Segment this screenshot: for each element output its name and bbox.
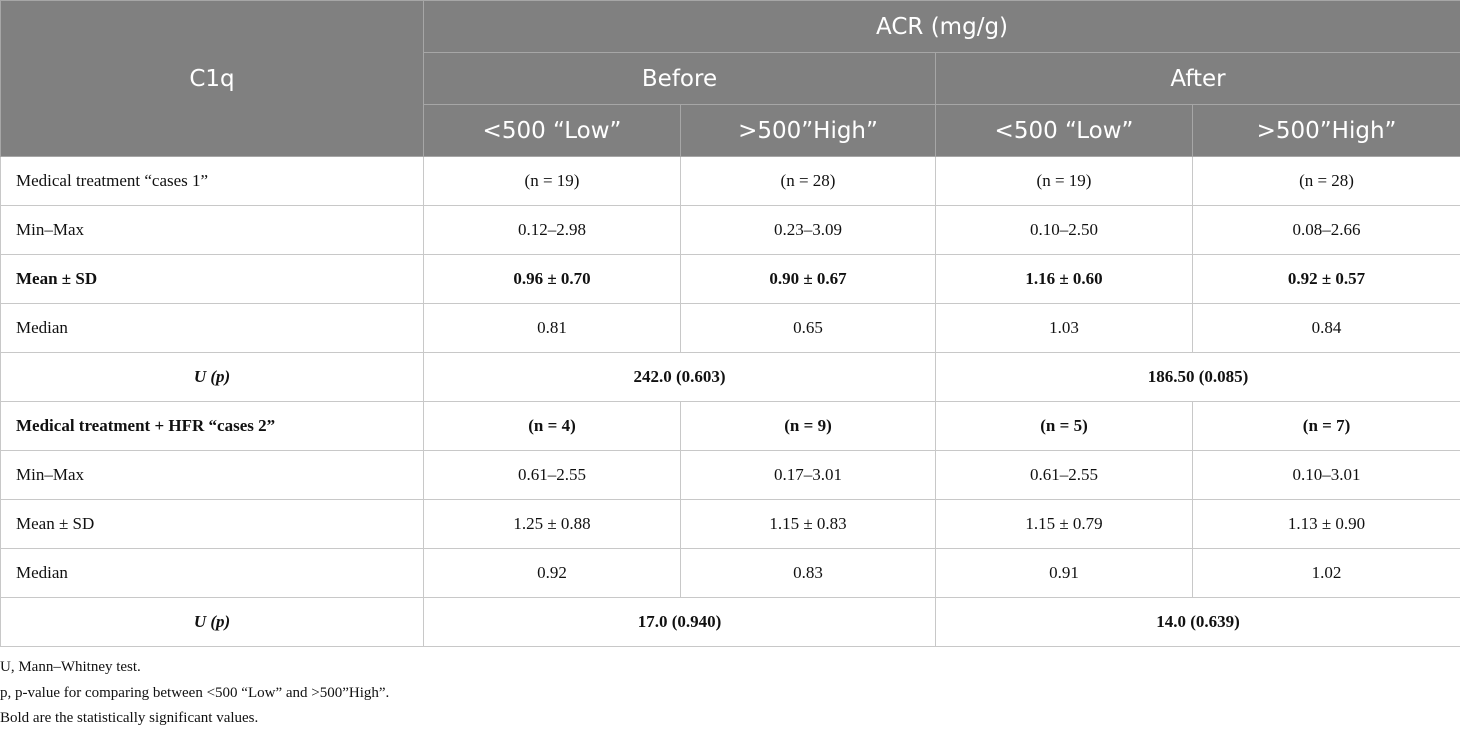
cell: 1.16 ± 0.60 <box>936 255 1193 304</box>
cell: 0.84 <box>1193 304 1460 353</box>
period-header: After <box>936 53 1460 105</box>
cell: 1.02 <box>1193 549 1460 598</box>
row-label: Medical treatment “cases 1” <box>1 157 424 206</box>
level-header: <500 “Low” <box>424 105 681 157</box>
cell: (n = 4) <box>424 402 681 451</box>
cell: 0.23–3.09 <box>681 206 936 255</box>
table-row: Medical treatment + HFR “cases 2”(n = 4)… <box>1 402 1460 451</box>
cell: 0.96 ± 0.70 <box>424 255 681 304</box>
cell: 0.08–2.66 <box>1193 206 1460 255</box>
cell: 0.91 <box>936 549 1193 598</box>
cell: 1.03 <box>936 304 1193 353</box>
row-label: Min–Max <box>1 451 424 500</box>
cell: 186.50 (0.085) <box>936 353 1460 402</box>
cell: 242.0 (0.603) <box>424 353 936 402</box>
cell: (n = 9) <box>681 402 936 451</box>
cell: 17.0 (0.940) <box>424 598 936 647</box>
footnote: U, Mann–Whitney test. <box>0 655 1460 681</box>
cell: 1.15 ± 0.83 <box>681 500 936 549</box>
cell: 0.12–2.98 <box>424 206 681 255</box>
footnote: Bold are the statistically significant v… <box>0 706 1460 732</box>
cell: 1.15 ± 0.79 <box>936 500 1193 549</box>
row-label: U (p) <box>1 353 424 402</box>
level-header: <500 “Low” <box>936 105 1193 157</box>
cell: 1.13 ± 0.90 <box>1193 500 1460 549</box>
cell: 0.92 ± 0.57 <box>1193 255 1460 304</box>
row-label: Min–Max <box>1 206 424 255</box>
row-label: Mean ± SD <box>1 255 424 304</box>
cell: 0.81 <box>424 304 681 353</box>
row-label: Median <box>1 304 424 353</box>
table-row: U (p)242.0 (0.603)186.50 (0.085) <box>1 353 1460 402</box>
cell: (n = 19) <box>936 157 1193 206</box>
cell: 0.10–2.50 <box>936 206 1193 255</box>
row-label: Medical treatment + HFR “cases 2” <box>1 402 424 451</box>
row-label: U (p) <box>1 598 424 647</box>
table-row: Medical treatment “cases 1”(n = 19)(n = … <box>1 157 1460 206</box>
cell: 14.0 (0.639) <box>936 598 1460 647</box>
row-label: Median <box>1 549 424 598</box>
footnotes: U, Mann–Whitney test.p, p-value for comp… <box>0 647 1460 732</box>
level-header: >500”High” <box>1193 105 1460 157</box>
row-label: Mean ± SD <box>1 500 424 549</box>
period-header: Before <box>424 53 936 105</box>
cell: (n = 5) <box>936 402 1193 451</box>
corner-header: C1q <box>1 1 424 157</box>
group-header: ACR (mg/g) <box>424 1 1460 53</box>
cell: 0.90 ± 0.67 <box>681 255 936 304</box>
cell: (n = 28) <box>1193 157 1460 206</box>
cell: 0.17–3.01 <box>681 451 936 500</box>
table-row: U (p)17.0 (0.940)14.0 (0.639) <box>1 598 1460 647</box>
cell: 0.83 <box>681 549 936 598</box>
cell: 0.10–3.01 <box>1193 451 1460 500</box>
cell: (n = 28) <box>681 157 936 206</box>
cell: (n = 7) <box>1193 402 1460 451</box>
level-header: >500”High” <box>681 105 936 157</box>
cell: 1.25 ± 0.88 <box>424 500 681 549</box>
cell: (n = 19) <box>424 157 681 206</box>
cell: 0.61–2.55 <box>936 451 1193 500</box>
footnote: p, p-value for comparing between <500 “L… <box>0 681 1460 707</box>
cell: 0.61–2.55 <box>424 451 681 500</box>
cell: 0.92 <box>424 549 681 598</box>
cell: 0.65 <box>681 304 936 353</box>
